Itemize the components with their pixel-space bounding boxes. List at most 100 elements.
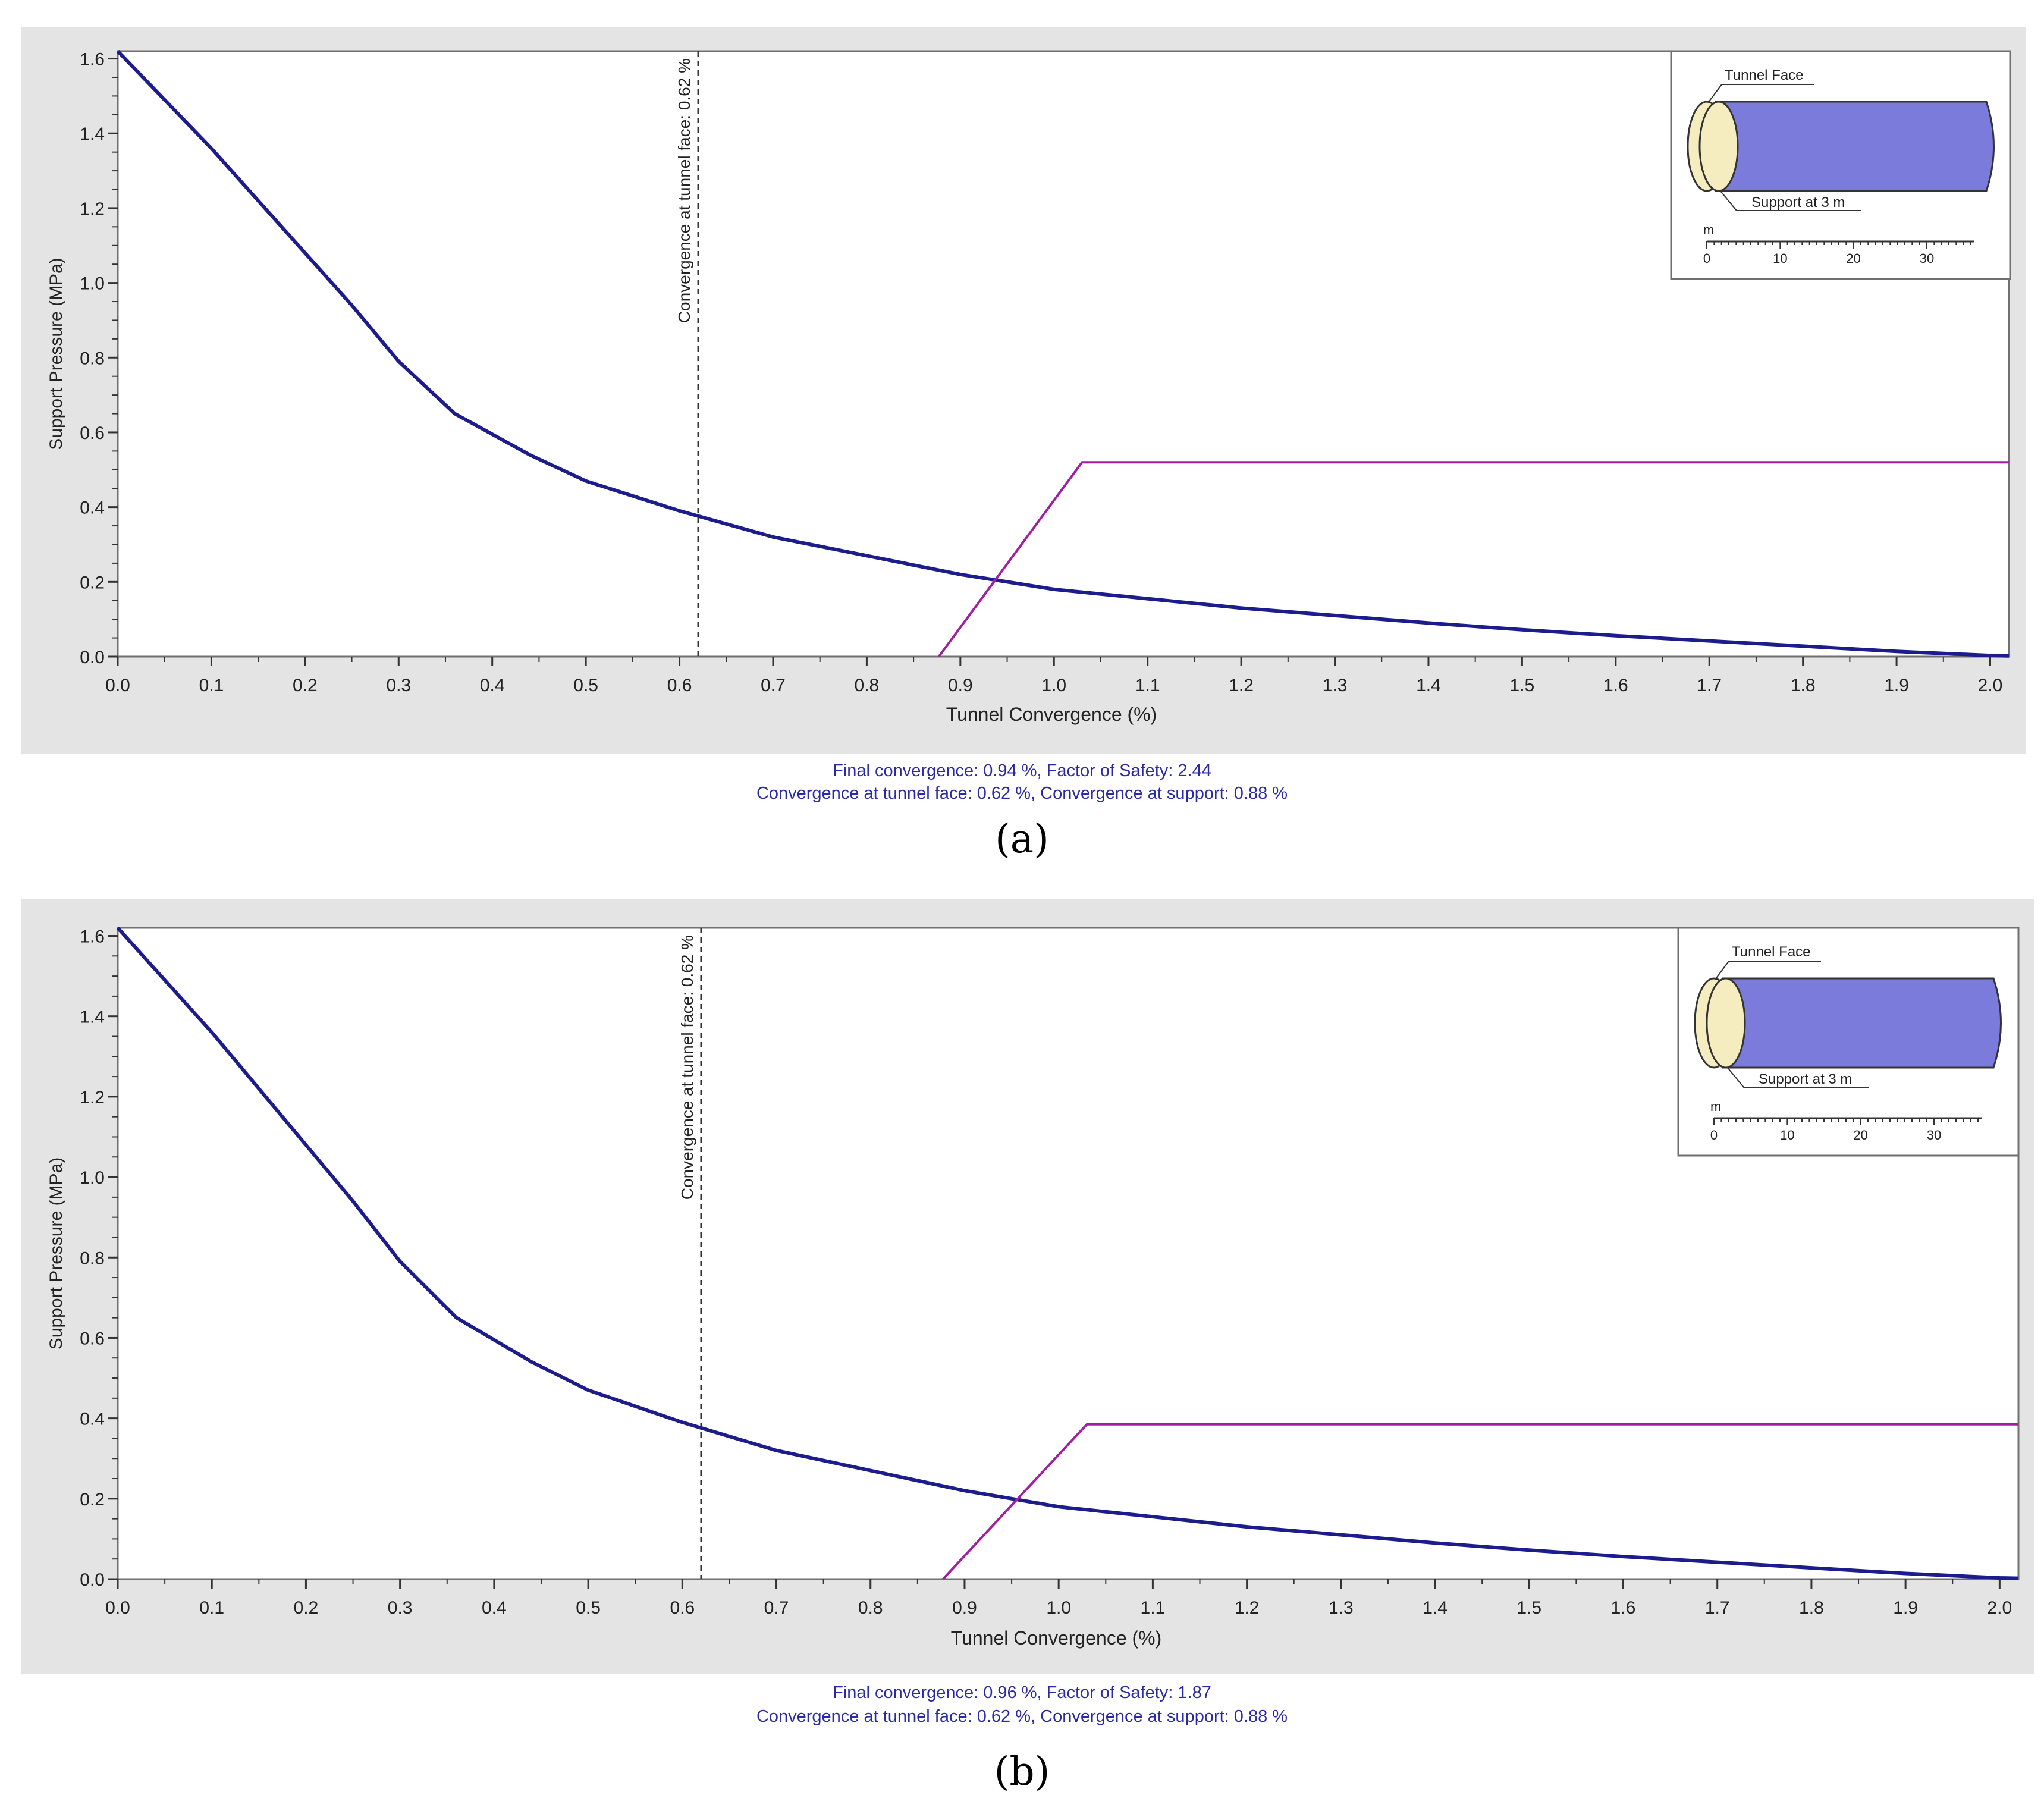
x-tick-label: 0.1	[199, 1598, 224, 1618]
support-ring-ellipse	[1706, 977, 1746, 1069]
y-tick-label: 1.4	[80, 1008, 105, 1027]
summary-line-1: Final convergence: 0.96 %, Factor of Saf…	[833, 1683, 1211, 1702]
tunnel-body	[1722, 977, 2002, 1069]
tunnel-face-leader	[1707, 84, 1814, 103]
x-tick-label: 1.1	[1141, 1598, 1166, 1618]
x-tick-label: 0.0	[105, 1598, 130, 1618]
y-tick-label: 0.0	[80, 648, 105, 667]
tunnel-face-leader	[1715, 961, 1821, 980]
chart-svg: 0.0 0.1 0.2 0.3 0.4 0.5 0.6 0.7 0.8 0.9 1.0 1.1 1.2 1…	[46, 926, 2020, 1649]
tunnel-inset: Tunnel Face Support at 3 m 0 10 20 30 m	[1670, 50, 2011, 280]
support-label: Support at 3 m	[1759, 1071, 1852, 1087]
scale-tick-label: 30	[1920, 251, 1934, 266]
y-tick-label: 1.2	[80, 199, 105, 219]
x-tick-label: 0.2	[294, 1598, 319, 1618]
x-tick-label: 0.6	[670, 1598, 695, 1618]
x-tick-label: 1.3	[1323, 676, 1348, 695]
y-tick-label: 0.8	[80, 1248, 105, 1268]
scale-unit-label: m	[1703, 222, 1714, 237]
x-tick-label: 0.8	[855, 676, 880, 695]
panel-label: (a)	[995, 816, 1049, 862]
x-tick-label: 1.0	[1046, 1598, 1071, 1618]
chart-panel-b: 0.0 0.1 0.2 0.3 0.4 0.5 0.6 0.7 0.8 0.9 1.0 1.1 1.2 1…	[0, 892, 2044, 1817]
x-tick-label: 1.8	[1791, 676, 1816, 695]
x-tick-label: 0.1	[199, 676, 224, 695]
x-tick-label: 0.0	[105, 676, 130, 695]
y-tick-label: 0.6	[80, 1329, 105, 1348]
x-tick-label: 2.0	[1978, 676, 2003, 695]
scale-tick-label: 30	[1927, 1128, 1941, 1143]
summary-line-1: Final convergence: 0.94 %, Factor of Saf…	[833, 761, 1211, 780]
x-tick-label: 1.6	[1611, 1598, 1636, 1618]
x-tick-label: 1.7	[1697, 676, 1722, 695]
ground-reaction-curve	[116, 926, 2019, 1580]
x-tick-label: 0.4	[482, 1598, 507, 1618]
tunnel-body	[1715, 101, 1995, 192]
x-tick-label: 1.2	[1229, 676, 1254, 695]
y-tick-label: 1.0	[80, 1168, 105, 1188]
chart-svg: 0.0 0.1 0.2 0.3 0.4 0.5 0.6 0.7 0.8 0.9 1.0 1.1 1.2 1…	[46, 49, 2011, 725]
tunnel-inset: Tunnel Face Support at 3 m 0 10 20 30 m	[1677, 927, 2020, 1157]
x-tick-label: 0.7	[764, 1598, 789, 1618]
scale-tick-label: 0	[1703, 251, 1710, 266]
y-tick-label: 0.4	[80, 498, 105, 518]
summary-line-2: Convergence at tunnel face: 0.62 %, Conv…	[756, 784, 1288, 803]
support-leader	[1719, 190, 1861, 211]
y-tick-label: 0.4	[80, 1410, 105, 1429]
x-tick-label: 1.4	[1416, 676, 1441, 695]
y-tick-label: 0.2	[80, 573, 105, 592]
y-tick-label: 1.0	[80, 274, 105, 294]
x-tick-label: 1.8	[1799, 1598, 1824, 1618]
x-tick-label: 0.6	[667, 676, 692, 695]
y-tick-label: 0.2	[80, 1490, 105, 1510]
x-tick-label: 1.9	[1884, 676, 1909, 695]
tunnel-face-line-label: Convergence at tunnel face: 0.62 %	[675, 58, 693, 323]
y-tick-label: 1.4	[80, 124, 105, 144]
x-tick-label: 1.5	[1516, 1598, 1541, 1618]
y-tick-label: 0.6	[80, 423, 105, 443]
y-tick-label: 0.8	[80, 349, 105, 368]
tunnel-face-line-label: Convergence at tunnel face: 0.62 %	[678, 935, 696, 1200]
x-tick-label: 0.3	[386, 676, 411, 695]
x-tick-label: 0.3	[388, 1598, 413, 1618]
x-axis-label: Tunnel Convergence (%)	[946, 704, 1157, 725]
x-tick-label: 1.0	[1041, 676, 1066, 695]
x-tick-label: 0.8	[858, 1598, 883, 1618]
x-tick-label: 0.4	[480, 676, 505, 695]
scale-tick-label: 10	[1780, 1128, 1794, 1143]
x-tick-label: 1.5	[1510, 676, 1535, 695]
y-tick-label: 0.0	[80, 1570, 105, 1590]
support-label: Support at 3 m	[1751, 194, 1845, 211]
y-axis-label: Support Pressure (MPa)	[46, 258, 66, 450]
x-tick-label: 0.2	[293, 676, 318, 695]
scale-tick-label: 20	[1853, 1128, 1867, 1143]
y-tick-label: 1.6	[80, 50, 105, 70]
tunnel-face-label: Tunnel Face	[1732, 944, 1811, 960]
x-tick-label: 1.4	[1423, 1598, 1448, 1618]
x-tick-label: 2.0	[1987, 1598, 2012, 1618]
support-reaction-curve	[937, 461, 2009, 658]
tunnel-face-label: Tunnel Face	[1725, 67, 1804, 83]
x-tick-label: 1.7	[1705, 1598, 1730, 1618]
chart-panel-a: 0.0 0.1 0.2 0.3 0.4 0.5 0.6 0.7 0.8 0.9 1.0 1.1 1.2 1…	[0, 0, 2044, 892]
y-tick-label: 1.6	[80, 927, 105, 947]
ground-reaction-curve	[116, 49, 2010, 658]
scale-tick-label: 0	[1710, 1128, 1718, 1143]
scale-tick-label: 10	[1773, 251, 1787, 266]
summary-line-2: Convergence at tunnel face: 0.62 %, Conv…	[756, 1707, 1288, 1726]
scale-tick-label: 20	[1846, 251, 1860, 266]
x-axis-label: Tunnel Convergence (%)	[951, 1627, 1162, 1649]
support-ring-ellipse	[1698, 101, 1739, 192]
y-axis-label: Support Pressure (MPa)	[46, 1157, 66, 1350]
support-leader	[1726, 1066, 1869, 1088]
support-reaction-curve	[942, 1423, 2018, 1580]
x-tick-label: 0.5	[573, 676, 598, 695]
x-tick-label: 0.9	[948, 676, 973, 695]
scale-unit-label: m	[1710, 1099, 1721, 1114]
x-tick-label: 1.1	[1135, 676, 1160, 695]
x-tick-label: 1.9	[1893, 1598, 1918, 1618]
y-tick-label: 1.2	[80, 1088, 105, 1107]
x-tick-label: 1.2	[1235, 1598, 1260, 1618]
x-tick-label: 0.7	[761, 676, 786, 695]
x-tick-label: 0.9	[952, 1598, 977, 1618]
